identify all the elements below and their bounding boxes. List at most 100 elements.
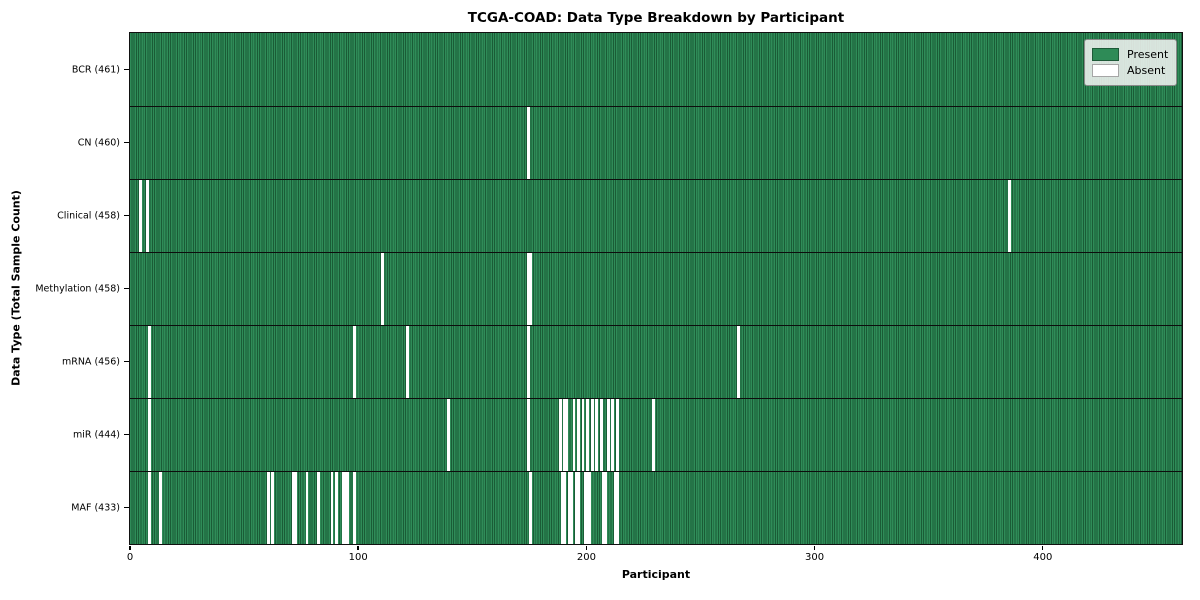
legend-item-present: Present	[1092, 48, 1168, 61]
absence-mark	[558, 398, 562, 471]
row-separator	[130, 252, 1182, 253]
absence-mark	[590, 398, 594, 471]
absence-mark	[615, 398, 619, 471]
row-separator	[130, 325, 1182, 326]
y-tick-mark	[124, 287, 129, 290]
absence-mark	[305, 471, 309, 544]
absence-mark	[604, 471, 608, 544]
absence-mark	[330, 471, 334, 544]
y-tick-mark	[124, 360, 129, 363]
absence-mark	[294, 471, 297, 544]
y-tick-label-maf: MAF (433)	[71, 502, 120, 513]
absence-mark	[565, 398, 569, 471]
absence-mark	[148, 398, 151, 471]
absence-mark	[577, 471, 580, 544]
y-tick-mark	[124, 433, 129, 436]
absence-mark	[316, 471, 320, 544]
legend-swatch-present	[1092, 48, 1119, 61]
absence-mark	[529, 471, 532, 544]
absence-mark	[344, 471, 348, 544]
chart-title: TCGA-COAD: Data Type Breakdown by Partic…	[467, 10, 845, 26]
absence-mark	[563, 398, 567, 471]
legend: Present Absent	[1084, 39, 1177, 86]
y-tick-mark	[124, 506, 129, 509]
x-axis-label: Participant	[621, 568, 691, 581]
x-tick-label: 100	[348, 552, 368, 563]
legend-label: Absent	[1127, 64, 1166, 77]
y-tick-label-mrna: mRNA (456)	[61, 356, 120, 367]
x-tick-mark	[129, 545, 131, 550]
absence-mark	[606, 398, 610, 471]
absence-mark	[567, 471, 571, 544]
absence-mark	[572, 398, 576, 471]
absence-mark	[346, 471, 350, 544]
absence-mark	[335, 471, 338, 544]
absence-mark	[271, 471, 275, 544]
absence-mark	[599, 398, 603, 471]
row-clinical	[130, 179, 1182, 252]
absence-mark	[526, 106, 530, 179]
absence-mark	[613, 471, 617, 544]
y-tick-label-bcr: BCR (461)	[71, 64, 120, 75]
absence-mark	[526, 398, 530, 471]
absence-mark	[561, 471, 564, 544]
absence-mark	[583, 471, 587, 544]
row-methylation	[130, 252, 1182, 325]
absence-mark	[138, 179, 142, 252]
absence-mark	[266, 471, 270, 544]
row-separator	[130, 398, 1182, 399]
absence-mark	[570, 471, 573, 544]
x-tick-mark	[813, 545, 816, 550]
x-tick-mark	[1042, 545, 1044, 550]
y-tick-label-methylation: Methylation (458)	[35, 283, 120, 294]
row-mrna	[130, 325, 1182, 398]
y-tick-mark	[124, 214, 129, 217]
legend-label: Present	[1127, 48, 1169, 61]
absence-mark	[148, 325, 151, 398]
absence-mark	[588, 471, 592, 544]
absence-mark	[652, 398, 656, 471]
y-tick-mark	[124, 68, 129, 71]
legend-swatch-absent	[1092, 64, 1119, 77]
absence-mark	[586, 471, 589, 544]
absence-mark	[342, 471, 345, 544]
x-tick-label: 200	[576, 552, 596, 563]
absence-mark	[353, 471, 357, 544]
x-tick-mark	[585, 545, 588, 550]
absence-mark	[615, 471, 619, 544]
absence-mark	[611, 398, 615, 471]
row-separator	[130, 471, 1182, 472]
legend-item-absent: Absent	[1092, 64, 1168, 77]
absence-mark	[148, 471, 151, 544]
y-tick-label-clinical: Clinical (458)	[57, 210, 120, 221]
row-mir	[130, 398, 1182, 471]
absence-mark	[353, 325, 357, 398]
row-separator	[130, 106, 1182, 107]
absence-mark	[529, 252, 532, 325]
y-tick-mark	[124, 141, 129, 144]
absence-mark	[581, 398, 585, 471]
absence-mark	[405, 325, 409, 398]
absence-mark	[736, 325, 740, 398]
x-tick-label: 300	[805, 552, 825, 563]
absence-mark	[291, 471, 295, 544]
row-cn	[130, 106, 1182, 179]
plot-area	[129, 32, 1183, 545]
x-tick-label: 400	[1033, 552, 1053, 563]
absence-mark	[526, 325, 530, 398]
absence-mark	[602, 471, 605, 544]
absence-mark	[1008, 179, 1012, 252]
absence-mark	[145, 179, 149, 252]
row-separator	[130, 179, 1182, 180]
absence-mark	[159, 471, 163, 544]
absence-mark	[577, 398, 580, 471]
x-tick-mark	[357, 545, 359, 550]
x-tick-label: 0	[126, 552, 134, 563]
absence-mark	[446, 398, 450, 471]
absence-mark	[586, 398, 589, 471]
absence-mark	[595, 398, 599, 471]
absence-mark	[380, 252, 384, 325]
absence-mark	[526, 252, 530, 325]
absence-mark	[563, 471, 567, 544]
row-bcr	[130, 33, 1182, 106]
